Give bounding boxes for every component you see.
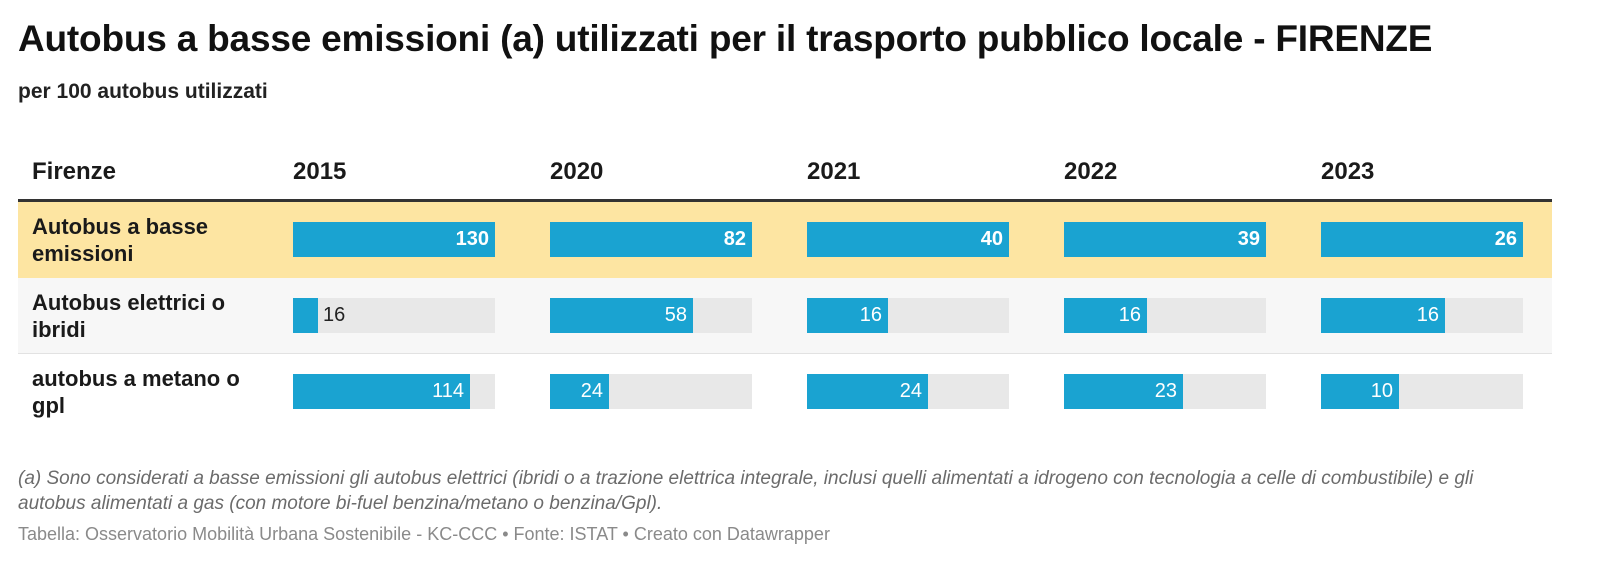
bar-cell: 40	[807, 222, 1009, 257]
bar-cell: 16	[1064, 298, 1266, 333]
bar	[1321, 298, 1445, 333]
chart-title: Autobus a basse emissioni (a) utilizzati…	[18, 18, 1433, 59]
bar-cell: 24	[550, 374, 752, 409]
data-label: 39	[1237, 228, 1260, 250]
bar	[807, 222, 1009, 257]
data-label: 24	[580, 380, 603, 402]
bar-cell: 39	[1064, 222, 1266, 257]
source-line: Tabella: Osservatorio Mobilità Urbana So…	[18, 524, 830, 544]
bar	[293, 374, 470, 409]
bar-cell: 82	[550, 222, 752, 257]
row-label: Autobus elettrici o ibridi	[32, 289, 226, 342]
data-label: 16	[1416, 304, 1439, 326]
data-label: 24	[899, 380, 922, 402]
bar	[550, 298, 693, 333]
bar	[1321, 222, 1523, 257]
data-label: 130	[455, 228, 489, 250]
table-row: Autobus elettrici o ibridi 16 58 16 16 16	[18, 278, 1552, 354]
column-header-2023: 2023	[1321, 158, 1375, 185]
bar	[293, 222, 495, 257]
bar	[807, 374, 928, 409]
bar	[807, 298, 888, 333]
bar	[550, 374, 609, 409]
bar-cell: 58	[550, 298, 752, 333]
data-label: 26	[1494, 228, 1517, 250]
row-header-label: Firenze	[32, 158, 117, 185]
table-header: Firenze 2015 2020 2021 2022 2023	[18, 142, 1552, 202]
column-header-2022: 2022	[1064, 158, 1118, 185]
chart-subtitle: per 100 autobus utilizzati	[18, 80, 268, 103]
data-label: 58	[664, 304, 687, 326]
row-label: autobus a metano o gpl	[32, 366, 240, 418]
bar-cell: 16	[1321, 298, 1523, 333]
data-label: 10	[1370, 380, 1393, 402]
footnote: (a) Sono considerati a basse emissioni g…	[18, 468, 1474, 514]
column-header-2015: 2015	[293, 158, 347, 185]
data-label: 114	[432, 380, 464, 402]
column-header-2020: 2020	[550, 158, 604, 185]
table-body: Autobus a basse emissioni 130 82 40 39 26 Auto…	[18, 202, 1552, 430]
bar	[1321, 374, 1399, 409]
bar-cell: 114	[293, 374, 495, 409]
bar	[1064, 298, 1147, 333]
table-row: autobus a metano o gpl 114 24 24 23 10	[18, 354, 1552, 430]
bar	[1064, 222, 1266, 257]
bar-cell: 130	[293, 222, 495, 257]
bar-cell: 16	[807, 298, 1009, 333]
data-label: 23	[1154, 380, 1177, 402]
data-label: 16	[1118, 304, 1141, 326]
bar-cell: 16	[293, 298, 495, 333]
column-header-2021: 2021	[807, 158, 861, 185]
bar	[1064, 374, 1183, 409]
row-label: Autobus a basse emissioni	[32, 214, 209, 266]
bar-cell: 26	[1321, 222, 1523, 257]
data-label: 40	[980, 228, 1003, 250]
bar	[550, 222, 752, 257]
bar	[293, 298, 318, 333]
bar-cell: 24	[807, 374, 1009, 409]
data-table: Firenze 2015 2020 2021 2022 2023 Autobus…	[18, 142, 1552, 430]
data-label: 16	[859, 304, 882, 326]
data-label: 16	[323, 304, 346, 326]
bar-cell: 10	[1321, 374, 1523, 409]
bar-track	[293, 298, 495, 333]
table-row: Autobus a basse emissioni 130 82 40 39 26	[18, 202, 1552, 278]
data-label: 82	[723, 228, 746, 250]
bar-cell: 23	[1064, 374, 1266, 409]
